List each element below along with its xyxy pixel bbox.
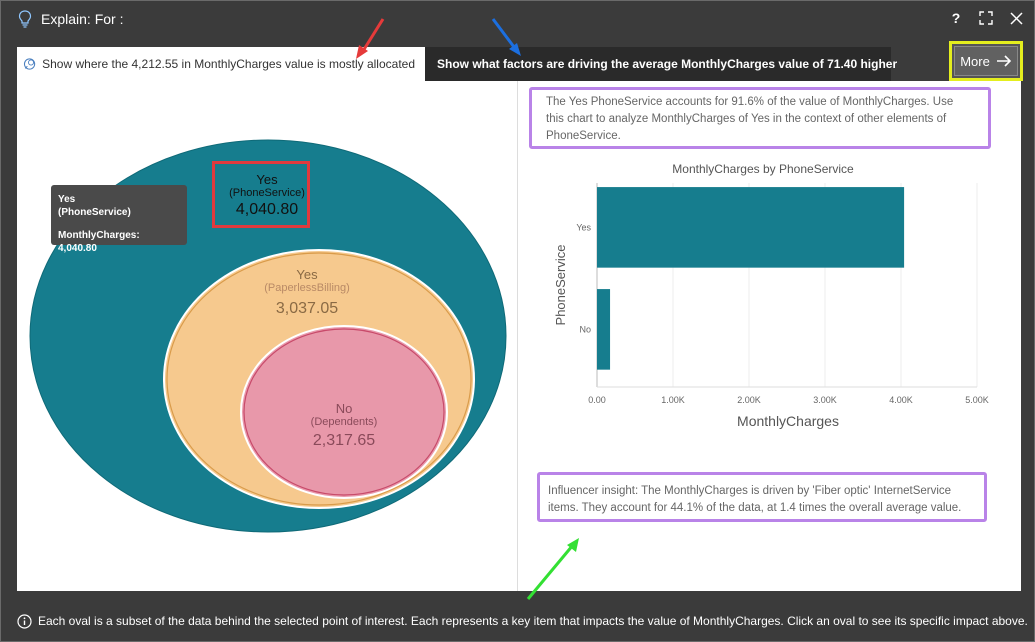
oval-tooltip: Yes (PhoneService) MonthlyCharges: 4,040… bbox=[51, 185, 187, 254]
bar-no[interactable] bbox=[597, 289, 611, 370]
phoneservice-bar-chart: MonthlyCharges by PhoneService 0.00 1.00K… bbox=[553, 162, 989, 429]
chart-x-tick-label: 3.00K bbox=[813, 395, 837, 405]
chart-y-category-label: Yes bbox=[576, 222, 591, 232]
tab-drivers-label: Show what factors are driving the averag… bbox=[437, 57, 898, 71]
expand-glyph-icon bbox=[979, 11, 993, 25]
oval-inner-outline bbox=[243, 328, 445, 496]
chart-x-tick-label: 5.00K bbox=[965, 395, 989, 405]
red-annotation-arrow bbox=[356, 18, 385, 59]
chart-y-axis-label: PhoneService bbox=[553, 245, 568, 326]
chart-x-tick-label: 1.00K bbox=[661, 395, 685, 405]
oval-dependents-no[interactable] bbox=[240, 325, 448, 499]
title-bar: Explain: For : ? bbox=[1, 1, 1034, 37]
inner-oval-label: No (Dependents) 2,317.65 bbox=[311, 401, 378, 450]
footer-text: Each oval is a subset of the data behind… bbox=[38, 614, 1028, 628]
inner-oval-value: 2,317.65 bbox=[312, 432, 376, 449]
selected-oval-highlight bbox=[212, 161, 310, 228]
more-button-highlight: More bbox=[949, 41, 1023, 81]
oval-middle-outline bbox=[166, 252, 472, 506]
chart-y-category-label: No bbox=[579, 324, 591, 334]
more-button-label: More bbox=[960, 53, 990, 69]
lightbulb-icon bbox=[18, 10, 32, 28]
chart-title: MonthlyCharges by PhoneService bbox=[672, 162, 854, 176]
outer-oval-value: 4,040.80 bbox=[235, 201, 299, 218]
tooltip-line2: (PhoneService) bbox=[58, 207, 131, 218]
outer-oval-label: Yes (PhoneService) 4,040.80 bbox=[229, 172, 305, 219]
bar-yes[interactable] bbox=[597, 187, 905, 268]
window-title: Explain: For : bbox=[41, 11, 124, 27]
tooltip-line1: Yes bbox=[58, 194, 76, 205]
footer-bar: Each oval is a subset of the data behind… bbox=[1, 601, 1034, 641]
allocation-insight-text: The Yes PhoneService accounts for 91.6% … bbox=[529, 87, 991, 149]
influencer-insight-text: Influencer insight: The MonthlyCharges i… bbox=[537, 472, 987, 522]
info-icon bbox=[17, 613, 32, 629]
close-icon[interactable] bbox=[1006, 8, 1026, 28]
middle-oval-title: Yes bbox=[296, 267, 318, 282]
chart-x-axis-label: MonthlyCharges bbox=[737, 413, 839, 429]
outer-oval-sub: (PhoneService) bbox=[229, 187, 305, 199]
tab-allocation[interactable]: Show where the 4,212.55 in MonthlyCharge… bbox=[17, 47, 425, 81]
inner-oval-sub: (Dependents) bbox=[310, 416, 378, 428]
chart-x-tick-label: 0.00 bbox=[588, 395, 606, 405]
outer-oval-title: Yes bbox=[256, 172, 278, 187]
inner-oval-title: No bbox=[335, 401, 353, 416]
tab-allocation-label: Show where the 4,212.55 in MonthlyCharge… bbox=[42, 57, 415, 71]
middle-oval-value: 3,037.05 bbox=[275, 300, 339, 317]
middle-oval-label: Yes (PaperlessBilling) 3,037.05 bbox=[264, 267, 350, 318]
explain-tabs: Show where the 4,212.55 in MonthlyCharge… bbox=[17, 47, 897, 81]
chart-x-tick-label: 2.00K bbox=[737, 395, 761, 405]
middle-oval-sub: (PaperlessBilling) bbox=[264, 282, 350, 294]
chart-x-tick-label: 4.00K bbox=[889, 395, 913, 405]
green-annotation-arrow bbox=[526, 538, 579, 600]
arrow-right-icon bbox=[996, 55, 1011, 67]
explain-allocation-icon bbox=[23, 58, 36, 70]
close-glyph-icon bbox=[1009, 11, 1023, 25]
panel-divider bbox=[517, 81, 518, 591]
expand-icon[interactable] bbox=[976, 8, 996, 28]
more-button[interactable]: More bbox=[954, 46, 1018, 76]
tab-drivers[interactable]: Show what factors are driving the averag… bbox=[425, 47, 897, 81]
blue-annotation-arrow bbox=[491, 18, 521, 56]
help-icon[interactable]: ? bbox=[951, 10, 961, 26]
tooltip-line3: MonthlyCharges: 4,040.80 bbox=[58, 230, 140, 254]
window-controls: ? bbox=[946, 8, 1026, 28]
